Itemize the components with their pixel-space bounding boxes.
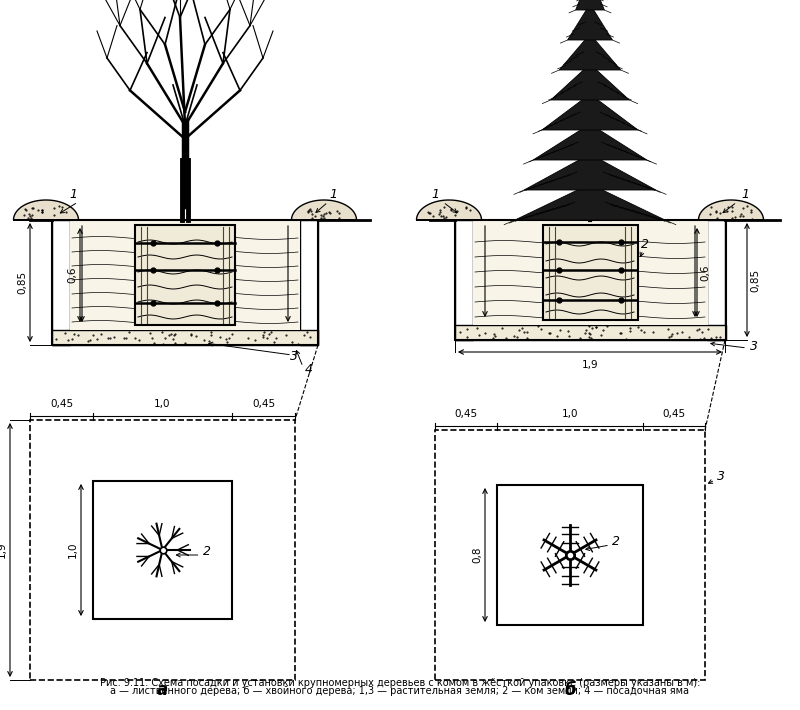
Bar xyxy=(435,430,705,680)
Text: 1: 1 xyxy=(741,188,749,201)
Bar xyxy=(455,325,726,340)
Text: 0,6: 0,6 xyxy=(700,264,710,280)
Bar xyxy=(70,220,300,330)
Polygon shape xyxy=(533,124,647,160)
Text: 4: 4 xyxy=(305,363,313,376)
Bar xyxy=(30,420,295,680)
Polygon shape xyxy=(559,34,621,70)
Text: 0,85: 0,85 xyxy=(750,268,760,292)
Text: 0,8: 0,8 xyxy=(472,547,482,563)
Text: 2: 2 xyxy=(641,238,649,251)
Polygon shape xyxy=(576,0,604,10)
Text: 3: 3 xyxy=(750,340,758,353)
Text: 1,0: 1,0 xyxy=(154,399,170,409)
Text: 0,45: 0,45 xyxy=(454,409,478,419)
Bar xyxy=(135,225,235,325)
Bar xyxy=(543,225,638,320)
Polygon shape xyxy=(515,184,665,220)
Polygon shape xyxy=(698,200,763,220)
Text: 1,9: 1,9 xyxy=(582,360,598,370)
Text: 1: 1 xyxy=(329,188,337,201)
Text: Рис. 9.11. Схема посадки и установки крупномерных деревьев с комом в жёсткой упа: Рис. 9.11. Схема посадки и установки кру… xyxy=(100,678,700,688)
Bar xyxy=(300,220,318,345)
Text: б: б xyxy=(564,681,576,699)
Text: 0,6: 0,6 xyxy=(67,267,77,283)
Polygon shape xyxy=(550,64,630,100)
Text: 1: 1 xyxy=(69,188,77,201)
Polygon shape xyxy=(14,200,78,220)
Polygon shape xyxy=(568,4,612,40)
Text: 0,45: 0,45 xyxy=(252,399,275,409)
Text: 0,85: 0,85 xyxy=(17,271,27,294)
Text: 0,45: 0,45 xyxy=(662,409,686,419)
Text: 1,0: 1,0 xyxy=(562,409,578,419)
Text: 3: 3 xyxy=(717,470,725,483)
Bar xyxy=(707,220,725,340)
Bar xyxy=(52,220,318,345)
Polygon shape xyxy=(542,94,638,130)
Polygon shape xyxy=(524,154,656,190)
Bar xyxy=(455,220,726,340)
Bar xyxy=(52,330,318,345)
Text: 1: 1 xyxy=(431,188,439,201)
Bar xyxy=(473,220,708,325)
Bar xyxy=(52,220,70,345)
Bar xyxy=(455,220,473,340)
Polygon shape xyxy=(417,200,482,220)
Text: 2: 2 xyxy=(221,240,229,253)
Text: 1,9: 1,9 xyxy=(0,542,7,558)
Text: а — лиственного дерева; б — хвойного дерева; 1,3 — растительная земля; 2 — ком з: а — лиственного дерева; б — хвойного дер… xyxy=(110,686,690,696)
Bar xyxy=(93,481,232,619)
Text: 2: 2 xyxy=(612,535,620,548)
Bar xyxy=(497,485,643,625)
Text: а: а xyxy=(157,681,168,699)
Text: 1,0: 1,0 xyxy=(68,542,78,558)
Text: 0,45: 0,45 xyxy=(50,399,73,409)
Text: 3: 3 xyxy=(290,350,298,363)
Polygon shape xyxy=(291,200,357,220)
Text: 2: 2 xyxy=(202,545,210,558)
